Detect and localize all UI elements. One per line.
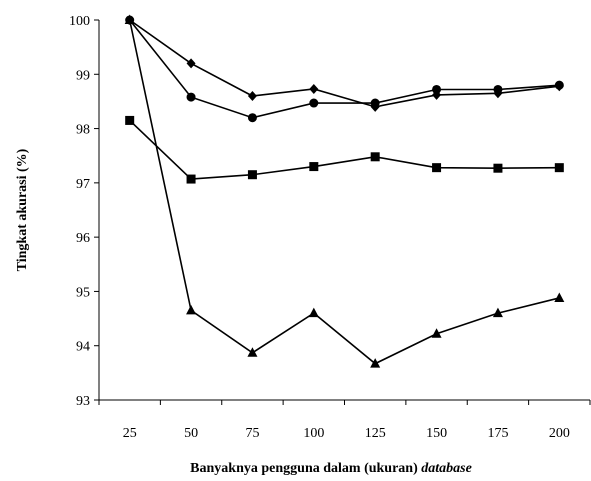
x-tick-label: 25 bbox=[123, 426, 137, 441]
series-line bbox=[129, 19, 560, 108]
x-tick-label: 125 bbox=[365, 426, 386, 441]
data-point bbox=[186, 304, 197, 315]
data-point bbox=[370, 98, 380, 108]
data-point bbox=[124, 14, 135, 24]
y-tick-label: 96 bbox=[76, 231, 90, 246]
data-point bbox=[432, 84, 442, 94]
x-tick-label: 75 bbox=[245, 426, 259, 441]
series-line bbox=[129, 19, 560, 119]
y-tick-label: 100 bbox=[69, 14, 90, 29]
x-axis-title-italic: database bbox=[421, 461, 472, 476]
series-square bbox=[125, 115, 564, 184]
data-point bbox=[308, 307, 319, 318]
x-tick-label: 100 bbox=[303, 426, 324, 441]
series-circle bbox=[125, 15, 564, 123]
y-tick-label: 99 bbox=[76, 68, 90, 83]
y-tick-label: 93 bbox=[76, 394, 90, 409]
data-point bbox=[493, 84, 503, 94]
data-point bbox=[370, 152, 380, 162]
data-point bbox=[432, 163, 442, 173]
data-point bbox=[554, 292, 565, 302]
x-axis-title: Banyaknya pengguna dalam (ukuran) databa… bbox=[190, 461, 472, 476]
x-tick-label: 150 bbox=[426, 426, 447, 441]
data-point bbox=[309, 98, 319, 108]
data-point bbox=[247, 170, 257, 180]
y-tick-label: 98 bbox=[76, 123, 90, 138]
axes: 93 94 95 96 97 98 99 100 25 50 75 100 125 150 175 200 bbox=[69, 14, 591, 441]
data-point bbox=[186, 92, 196, 102]
x-tick-label: 200 bbox=[549, 426, 570, 441]
series-group bbox=[124, 14, 565, 368]
series-triangle bbox=[124, 14, 565, 368]
data-point bbox=[309, 83, 319, 94]
data-point bbox=[125, 115, 135, 125]
data-point bbox=[370, 358, 381, 368]
data-point bbox=[431, 328, 442, 338]
data-point bbox=[186, 58, 196, 69]
data-point bbox=[493, 163, 503, 173]
data-point bbox=[186, 174, 196, 184]
x-tick-label: 175 bbox=[487, 426, 508, 441]
y-tick-label: 97 bbox=[76, 177, 90, 192]
y-axis-title: Tingkat akurasi (%) bbox=[15, 148, 30, 271]
data-point bbox=[492, 307, 503, 318]
data-point bbox=[247, 91, 257, 101]
data-point bbox=[309, 162, 319, 172]
x-axis-title-main: Banyaknya pengguna dalam (ukuran) bbox=[190, 461, 421, 476]
series-line bbox=[128, 19, 560, 365]
x-tick-label: 50 bbox=[184, 426, 198, 441]
y-tick-label: 95 bbox=[76, 285, 90, 300]
data-point bbox=[247, 113, 257, 123]
y-tick-label: 94 bbox=[76, 340, 90, 355]
data-point bbox=[554, 163, 564, 173]
series-line bbox=[129, 119, 560, 180]
data-point bbox=[554, 80, 564, 90]
data-point bbox=[247, 347, 258, 357]
